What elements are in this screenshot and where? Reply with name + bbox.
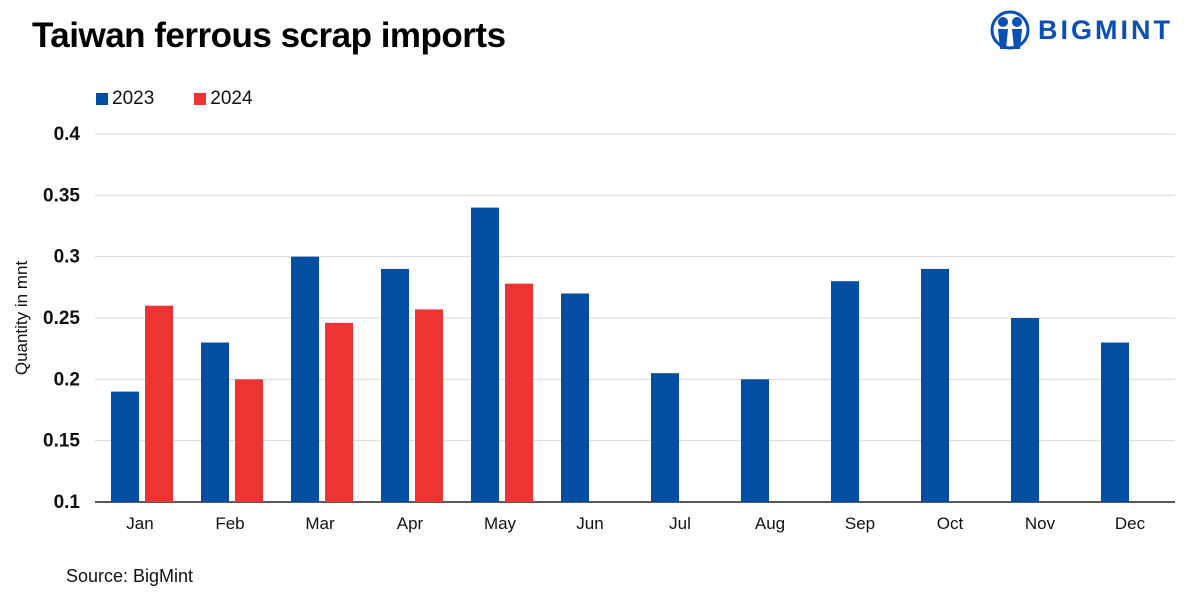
x-tick-label: Jul [669, 514, 691, 533]
bar-2023-feb [201, 342, 229, 502]
y-tick-label: 0.15 [43, 431, 80, 452]
legend-label: 2024 [210, 88, 253, 109]
x-tick-label: Nov [1025, 514, 1056, 533]
x-tick-label: Feb [215, 514, 244, 533]
bar-2023-oct [921, 268, 949, 502]
bar-2024-jan [145, 305, 173, 502]
bar-2023-may [471, 207, 499, 502]
legend-item-2024: 2024 [194, 88, 253, 110]
bigmint-logo-icon [990, 10, 1030, 50]
legend-swatch-2024 [194, 93, 207, 105]
legend-label: 2023 [112, 88, 155, 109]
x-tick-label: Jan [126, 514, 153, 533]
x-tick-label: Dec [1115, 514, 1146, 533]
bar-2023-aug [741, 379, 769, 502]
bigmint-logo: BIGMINT [990, 8, 1173, 52]
bar-2024-apr [415, 309, 443, 502]
x-tick-label: Sep [845, 514, 875, 533]
bar-2024-feb [235, 379, 263, 502]
x-tick-label: Aug [755, 514, 785, 533]
bar-2023-jan [111, 391, 139, 502]
legend-swatch-2023 [96, 93, 108, 105]
logo-text: BIGMINT [1038, 14, 1173, 45]
y-tick-label: 0.4 [54, 124, 81, 145]
bar-2023-sep [831, 281, 859, 502]
y-tick-label: 0.35 [43, 185, 80, 206]
bar-2024-mar [325, 322, 353, 502]
y-tick-label: 0.3 [54, 247, 80, 268]
bar-2023-dec [1101, 342, 1129, 502]
bar-2023-jul [651, 373, 679, 502]
bar-2023-mar [291, 256, 319, 502]
bar-2023-nov [1011, 318, 1039, 502]
bar-2023-jun [561, 293, 589, 502]
chart-title: Taiwan ferrous scrap imports [32, 16, 506, 55]
legend: 2023 2024 [96, 88, 253, 110]
x-tick-label: Oct [937, 514, 964, 533]
source-note: Source: BigMint [66, 566, 194, 586]
bar-2024-may [505, 283, 533, 502]
bar-2023-apr [381, 268, 409, 502]
x-tick-label: Apr [397, 514, 424, 533]
x-tick-label: Mar [305, 514, 335, 533]
y-tick-label: 0.25 [43, 308, 80, 329]
y-axis-title: Quantity in mnt [12, 261, 31, 376]
legend-item-2023: 2023 [96, 88, 154, 110]
x-tick-label: May [484, 514, 517, 533]
x-tick-label: Jun [576, 514, 603, 533]
y-tick-label: 0.2 [54, 369, 80, 390]
y-tick-label: 0.1 [54, 492, 81, 513]
